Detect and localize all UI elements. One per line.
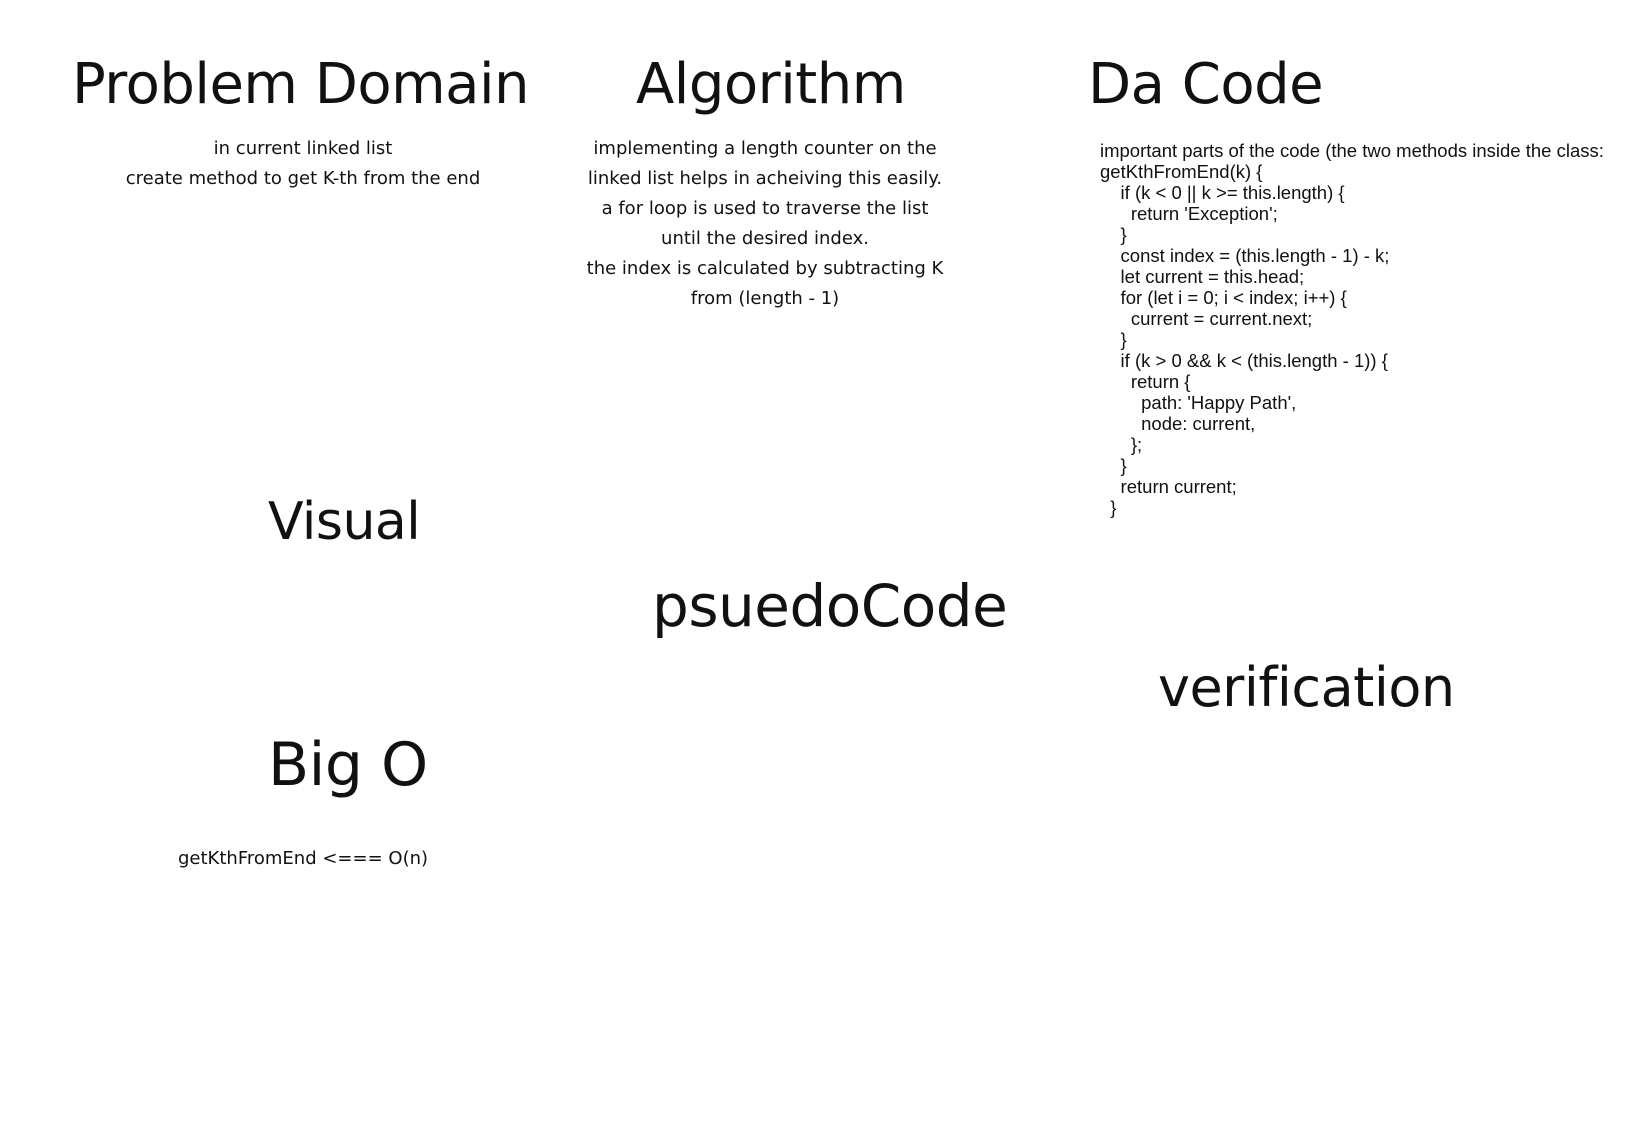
visual-title: Visual: [268, 492, 421, 552]
code-line: }: [1100, 224, 1127, 245]
problem-domain-line: in current linked list: [213, 138, 393, 159]
verification-title: verification: [1158, 656, 1455, 719]
algorithm-line: linked list helps in acheiving this easi…: [587, 168, 943, 189]
code-block: important parts of the code (the two met…: [1100, 140, 1615, 518]
code-line: if (k > 0 && k < (this.length - 1)) {: [1100, 350, 1388, 371]
code-line: }: [1100, 455, 1127, 476]
code-intro: important parts of the code (the two met…: [1100, 140, 1604, 161]
pseudocode-title: psuedoCode: [652, 572, 1008, 640]
problem-domain-title: Problem Domain: [72, 52, 530, 117]
code-line: const index = (this.length - 1) - k;: [1100, 245, 1390, 266]
code-line: getKthFromEnd(k) {: [1100, 161, 1263, 182]
code-line: for (let i = 0; i < index; i++) {: [1100, 287, 1347, 308]
code-title: Da Code: [1088, 52, 1324, 117]
code-line: };: [1100, 434, 1143, 455]
algorithm-title: Algorithm: [636, 52, 906, 117]
big-o-complexity: getKthFromEnd <=== O(n): [178, 848, 429, 869]
algorithm-line: a for loop is used to traverse the list: [601, 198, 929, 219]
code-line: if (k < 0 || k >= this.length) {: [1100, 182, 1345, 203]
algorithm-line: the index is calculated by subtracting K: [586, 258, 944, 279]
code-line: }: [1100, 497, 1117, 518]
code-line: return current;: [1100, 476, 1237, 497]
code-line: return 'Exception';: [1100, 203, 1278, 224]
algorithm-line: implementing a length counter on the: [593, 138, 937, 159]
code-line: }: [1100, 329, 1127, 350]
problem-domain-line: create method to get K-th from the end: [125, 168, 481, 189]
code-line: let current = this.head;: [1100, 266, 1305, 287]
algorithm-line: until the desired index.: [661, 228, 869, 249]
code-line: node: current,: [1100, 413, 1256, 434]
code-line: path: 'Happy Path',: [1100, 392, 1297, 413]
algorithm-line: from (length - 1): [690, 288, 840, 309]
big-o-title: Big O: [268, 730, 428, 800]
algorithm-text: implementing a length counter on the lin…: [560, 134, 970, 314]
code-line: return {: [1100, 371, 1191, 392]
problem-domain-text: in current linked list create method to …: [108, 134, 498, 194]
code-line: current = current.next;: [1100, 308, 1313, 329]
